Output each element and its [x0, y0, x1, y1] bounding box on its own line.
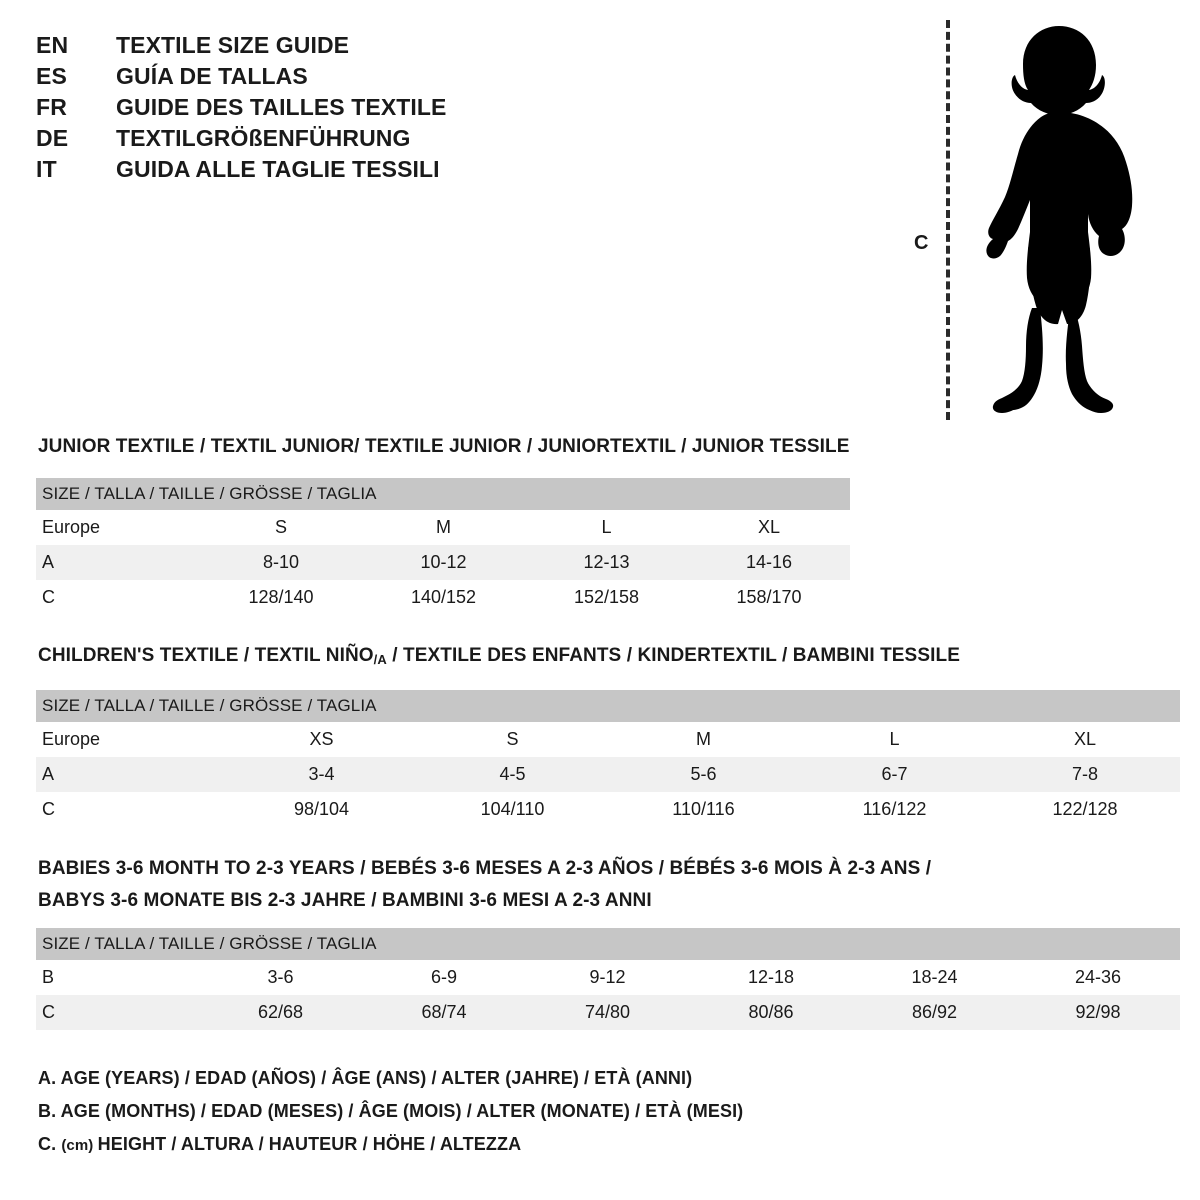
- height-dashed-line: [946, 20, 950, 420]
- junior-cell-c-1: 140/152: [362, 580, 525, 615]
- children-cell-a-2: 5-6: [608, 757, 799, 792]
- children-table-row-a: A 3-4 4-5 5-6 6-7 7-8: [36, 757, 1180, 792]
- junior-size-bar-label: SIZE / TALLA / TAILLE / GRÖSSE / TAGLIA: [36, 478, 851, 510]
- junior-row-label-a: A: [36, 545, 200, 580]
- children-heading-pre: CHILDREN'S TEXTILE / TEXTIL NIÑO: [38, 645, 374, 666]
- children-cell-c-1: 104/110: [417, 792, 608, 827]
- children-size-bar-label: SIZE / TALLA / TAILLE / GRÖSSE / TAGLIA: [36, 690, 1180, 722]
- junior-table-row-c: C 128/140 140/152 152/158 158/170: [36, 580, 851, 615]
- children-table-row-c: C 98/104 104/110 110/116 116/122 122/128: [36, 792, 1180, 827]
- children-section-heading: CHILDREN'S TEXTILE / TEXTIL NIÑO/A / TEX…: [38, 645, 960, 667]
- children-cell-a-1: 4-5: [417, 757, 608, 792]
- babies-section-heading-line2: BABYS 3-6 MONATE BIS 2-3 JAHRE / BAMBINI…: [38, 890, 652, 911]
- language-code-en: EN: [36, 32, 69, 58]
- babies-size-bar-label: SIZE / TALLA / TAILLE / GRÖSSE / TAGLIA: [36, 928, 1180, 960]
- junior-cell-europe-2: L: [525, 510, 688, 545]
- babies-cell-c-2: 74/80: [526, 995, 689, 1030]
- babies-row-label-c: C: [36, 995, 199, 1030]
- junior-cell-a-2: 12-13: [525, 545, 688, 580]
- children-table-row-europe: Europe XS S M L XL: [36, 722, 1180, 757]
- junior-cell-c-0: 128/140: [200, 580, 362, 615]
- language-title-block: EN TEXTILE SIZE GUIDE ES GUÍA DE TALLAS …: [36, 32, 676, 187]
- junior-cell-europe-1: M: [362, 510, 525, 545]
- babies-cell-b-0: 3-6: [199, 960, 362, 995]
- babies-cell-c-4: 86/92: [853, 995, 1016, 1030]
- babies-row-label-b: B: [36, 960, 199, 995]
- babies-size-table: SIZE / TALLA / TAILLE / GRÖSSE / TAGLIA …: [36, 928, 1180, 1030]
- children-cell-c-2: 110/116: [608, 792, 799, 827]
- legend-block: A. AGE (YEARS) / EDAD (AÑOS) / ÂGE (ANS)…: [38, 1068, 938, 1167]
- babies-section-heading-line1: BABIES 3-6 MONTH TO 2-3 YEARS / BEBÉS 3-…: [38, 858, 932, 879]
- junior-size-table: SIZE / TALLA / TAILLE / GRÖSSE / TAGLIA …: [36, 478, 851, 615]
- junior-cell-europe-3: XL: [688, 510, 851, 545]
- children-cell-c-0: 98/104: [226, 792, 417, 827]
- children-cell-europe-2: M: [608, 722, 799, 757]
- babies-cell-c-5: 92/98: [1016, 995, 1180, 1030]
- babies-cell-c-0: 62/68: [199, 995, 362, 1030]
- junior-cell-a-0: 8-10: [200, 545, 362, 580]
- language-code-es: ES: [36, 63, 68, 89]
- language-title-de: TEXTILGRÖßENFÜHRUNG: [116, 125, 411, 151]
- junior-cell-c-3: 158/170: [688, 580, 851, 615]
- babies-cell-c-3: 80/86: [689, 995, 853, 1030]
- children-heading-sub: /A: [373, 652, 387, 667]
- junior-table-bar-row: SIZE / TALLA / TAILLE / GRÖSSE / TAGLIA: [36, 478, 851, 510]
- language-row-fr: FR GUIDE DES TAILLES TEXTILE: [36, 94, 676, 125]
- language-title-en: TEXTILE SIZE GUIDE: [116, 32, 350, 58]
- junior-cell-europe-0: S: [200, 510, 362, 545]
- babies-cell-c-1: 68/74: [362, 995, 526, 1030]
- children-cell-a-0: 3-4: [226, 757, 417, 792]
- babies-cell-b-2: 9-12: [526, 960, 689, 995]
- legend-line-c: C. (cm) HEIGHT / ALTURA / HAUTEUR / HÖHE…: [38, 1134, 938, 1167]
- babies-cell-b-5: 24-36: [1016, 960, 1180, 995]
- legend-line-b: B. AGE (MONTHS) / EDAD (MESES) / ÂGE (MO…: [38, 1101, 744, 1121]
- children-cell-europe-3: L: [799, 722, 990, 757]
- children-cell-europe-1: S: [417, 722, 608, 757]
- language-row-en: EN TEXTILE SIZE GUIDE: [36, 32, 676, 63]
- language-code-it: IT: [36, 156, 57, 182]
- junior-row-label-europe: Europe: [36, 510, 200, 545]
- babies-cell-b-4: 18-24: [853, 960, 1016, 995]
- babies-cell-b-3: 12-18: [689, 960, 853, 995]
- language-title-it: GUIDA ALLE TAGLIE TESSILI: [116, 156, 440, 182]
- language-title-fr: GUIDE DES TAILLES TEXTILE: [116, 94, 447, 120]
- children-cell-a-4: 7-8: [990, 757, 1180, 792]
- junior-cell-a-1: 10-12: [362, 545, 525, 580]
- junior-section-heading: JUNIOR TEXTILE / TEXTIL JUNIOR/ TEXTILE …: [38, 436, 850, 457]
- children-cell-a-3: 6-7: [799, 757, 990, 792]
- language-row-es: ES GUÍA DE TALLAS: [36, 63, 676, 94]
- children-table-bar-row: SIZE / TALLA / TAILLE / GRÖSSE / TAGLIA: [36, 690, 1180, 722]
- language-row-de: DE TEXTILGRÖßENFÜHRUNG: [36, 125, 676, 156]
- children-cell-c-4: 122/128: [990, 792, 1180, 827]
- junior-row-label-c: C: [36, 580, 200, 615]
- babies-table-row-b: B 3-6 6-9 9-12 12-18 18-24 24-36: [36, 960, 1180, 995]
- babies-table-bar-row: SIZE / TALLA / TAILLE / GRÖSSE / TAGLIA: [36, 928, 1180, 960]
- toddler-silhouette-icon: [986, 26, 1133, 413]
- junior-table-row-a: A 8-10 10-12 12-13 14-16: [36, 545, 851, 580]
- legend-line-c-unit: (cm): [61, 1137, 98, 1154]
- children-cell-europe-4: XL: [990, 722, 1180, 757]
- babies-table-row-c: C 62/68 68/74 74/80 80/86 86/92 92/98: [36, 995, 1180, 1030]
- language-row-it: IT GUIDA ALLE TAGLIE TESSILI: [36, 156, 676, 187]
- legend-line-c-rest: HEIGHT / ALTURA / HAUTEUR / HÖHE / ALTEZ…: [97, 1134, 522, 1154]
- language-code-fr: FR: [36, 94, 68, 120]
- legend-line-c-prefix: C.: [38, 1134, 62, 1154]
- children-heading-post: / TEXTILE DES ENFANTS / KINDERTEXTIL / B…: [386, 645, 960, 666]
- language-title-es: GUÍA DE TALLAS: [116, 63, 308, 89]
- height-measure-figure: C: [900, 14, 1160, 424]
- junior-cell-c-2: 152/158: [525, 580, 688, 615]
- height-measure-label: C: [914, 232, 929, 254]
- babies-cell-b-1: 6-9: [362, 960, 526, 995]
- children-cell-c-3: 116/122: [799, 792, 990, 827]
- language-code-de: DE: [36, 125, 69, 151]
- children-row-label-c: C: [36, 792, 226, 827]
- children-row-label-a: A: [36, 757, 226, 792]
- junior-cell-a-3: 14-16: [688, 545, 851, 580]
- junior-table-row-europe: Europe S M L XL: [36, 510, 851, 545]
- legend-line-a: A. AGE (YEARS) / EDAD (AÑOS) / ÂGE (ANS)…: [38, 1068, 693, 1088]
- children-row-label-europe: Europe: [36, 722, 226, 757]
- children-size-table: SIZE / TALLA / TAILLE / GRÖSSE / TAGLIA …: [36, 690, 1180, 827]
- children-cell-europe-0: XS: [226, 722, 417, 757]
